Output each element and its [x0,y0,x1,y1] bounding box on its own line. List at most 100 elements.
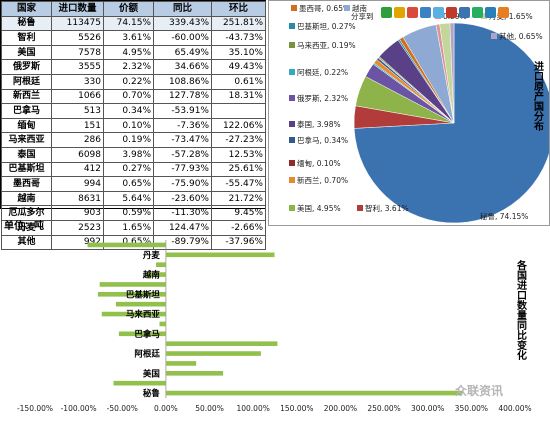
value-cell: -43.73% [211,30,266,46]
x-tick-label: 200.00% [324,404,357,413]
value-cell: -37.96% [211,234,266,251]
bar-马来西亚 [101,311,166,317]
legend-swatch [289,121,295,127]
value-cell: 65.49% [153,44,212,61]
bar-俄罗斯 [165,361,197,366]
share-icon[interactable] [472,7,483,18]
share-icon[interactable] [394,7,405,18]
value-cell: -23.60% [153,190,212,207]
share-icon[interactable] [433,7,444,18]
pie-slice-label: 巴拿马, 0.34% [297,135,348,145]
table-row: 巴基斯坦 412 0.27% -77.93% 25.61% [1,161,266,178]
x-tick-label: 300.00% [411,404,444,413]
value-cell: 25.61% [211,161,266,178]
share-icon[interactable] [498,7,509,18]
value-cell: 0.27% [103,161,154,178]
value-cell: 7578 [51,44,104,61]
bar-丹麦 [165,252,275,258]
pie-slice-label: 巴基斯坦, 0.27% [297,21,356,31]
country-cell: 巴拿马 [1,103,52,119]
category-label: 巴拿马 [134,329,160,340]
legend-swatch [289,69,295,75]
bar-秘鲁 [165,390,463,396]
category-label: 丹麦 [143,250,161,261]
table-row: 厄瓜多尔 903 0.59% -11.30% 9.45% [1,205,266,221]
value-cell: 0.65% [103,176,154,192]
legend-swatch [481,13,487,19]
value-cell: 113475 [51,15,104,32]
value-cell: 2.32% [103,59,154,75]
country-cell: 越南 [1,190,52,207]
value-cell: 74.15% [103,15,154,32]
share-icon[interactable] [485,7,496,18]
import-table: 国家 进口数量 价额 同比 环比 秘鲁 113475 74.15% 339.43% 251.81… [1,1,266,251]
share-icon[interactable] [407,7,418,18]
watermark: 众联资讯 [455,383,503,398]
pie-slice-label: 墨西哥, 0.65% [299,4,350,13]
country-cell: 墨西哥 [1,176,52,192]
bar-巴基斯坦 [97,292,166,297]
legend-swatch [289,23,295,29]
bar-阿根廷 [165,351,261,356]
column-header: 环比 [211,1,266,17]
country-cell: 智利 [1,30,52,46]
value-cell: -53.91% [153,103,212,119]
x-tick-label: 100.00% [236,404,269,413]
legend-swatch [472,213,478,219]
table-row: 阿根廷 330 0.22% 108.86% 0.61% [1,73,266,90]
value-cell: -73.47% [153,132,212,148]
legend-swatch [289,95,295,101]
share-label: 分享到 [351,11,374,21]
country-cell: 巴基斯坦 [1,161,52,178]
value-cell: -75.90% [153,176,212,192]
x-tick-label: -50.00% [107,404,138,413]
category-label: 马来西亚 [126,309,161,320]
country-cell: 马来西亚 [1,132,52,148]
pie-slice-label: 阿根廷, 0.22% [297,67,348,77]
data-table-panel: 国家 进口数量 价额 同比 环比 秘鲁 113475 74.15% 339.43% 251.81… [0,0,266,251]
value-cell: -77.93% [153,161,212,178]
share-icon[interactable] [459,7,470,18]
value-cell: 18.31% [211,88,266,105]
pie-title: 进口原产国分布 [532,60,544,132]
share-toolbar[interactable]: 分享到 [351,7,509,21]
country-cell: 新西兰 [1,88,52,105]
share-icon[interactable] [420,7,431,18]
bar-美国 [165,371,224,376]
value-cell: -60.00% [153,30,212,46]
value-cell: 412 [51,161,104,178]
table-header-row: 国家 进口数量 价额 同比 环比 [1,1,266,17]
legend-swatch [289,160,295,166]
table-row: 泰国 6098 3.98% -57.28% 12.53% [1,146,266,163]
pie-slice-label: 新西兰, 0.70% [297,175,348,185]
share-icon[interactable] [446,7,457,18]
pie-slice-label: 丹麦, 1.65% [489,11,533,21]
share-icon[interactable] [381,7,392,18]
table-row: 其他 992 0.65% -89.79% -37.96% [1,234,266,251]
bar-厄瓜多尔 [156,262,166,267]
legend-swatch [289,42,295,48]
pie-slice-label: 美国, 4.95% [297,203,341,213]
pie-slice-label: 其他, 0.65% [499,31,543,41]
value-cell: 3.98% [103,146,154,163]
legend-swatch [357,205,363,211]
value-cell: 3555 [51,59,104,75]
column-header: 进口数量 [51,1,104,17]
country-cell: 缅甸 [1,117,52,134]
x-tick-label: 0.00% [154,404,178,413]
legend-swatch [289,177,295,183]
value-cell: 12.53% [211,146,266,163]
table-row: 墨西哥 994 0.65% -75.90% -55.47% [1,176,266,192]
value-cell: 1066 [51,88,104,105]
table-row: 智利 5526 3.61% -60.00% -43.73% [1,30,266,46]
value-cell: 286 [51,132,104,148]
value-cell: 49.43% [211,59,266,75]
value-cell: 0.34% [103,103,154,119]
value-cell: 251.81% [211,15,266,32]
value-cell: -27.23% [211,132,266,148]
value-cell: 339.43% [153,15,212,32]
unit-label: 单位：吨 [4,221,44,232]
value-cell: 35.10% [211,44,266,61]
country-cell: 美国 [1,44,52,61]
x-tick-label: 150.00% [280,404,313,413]
